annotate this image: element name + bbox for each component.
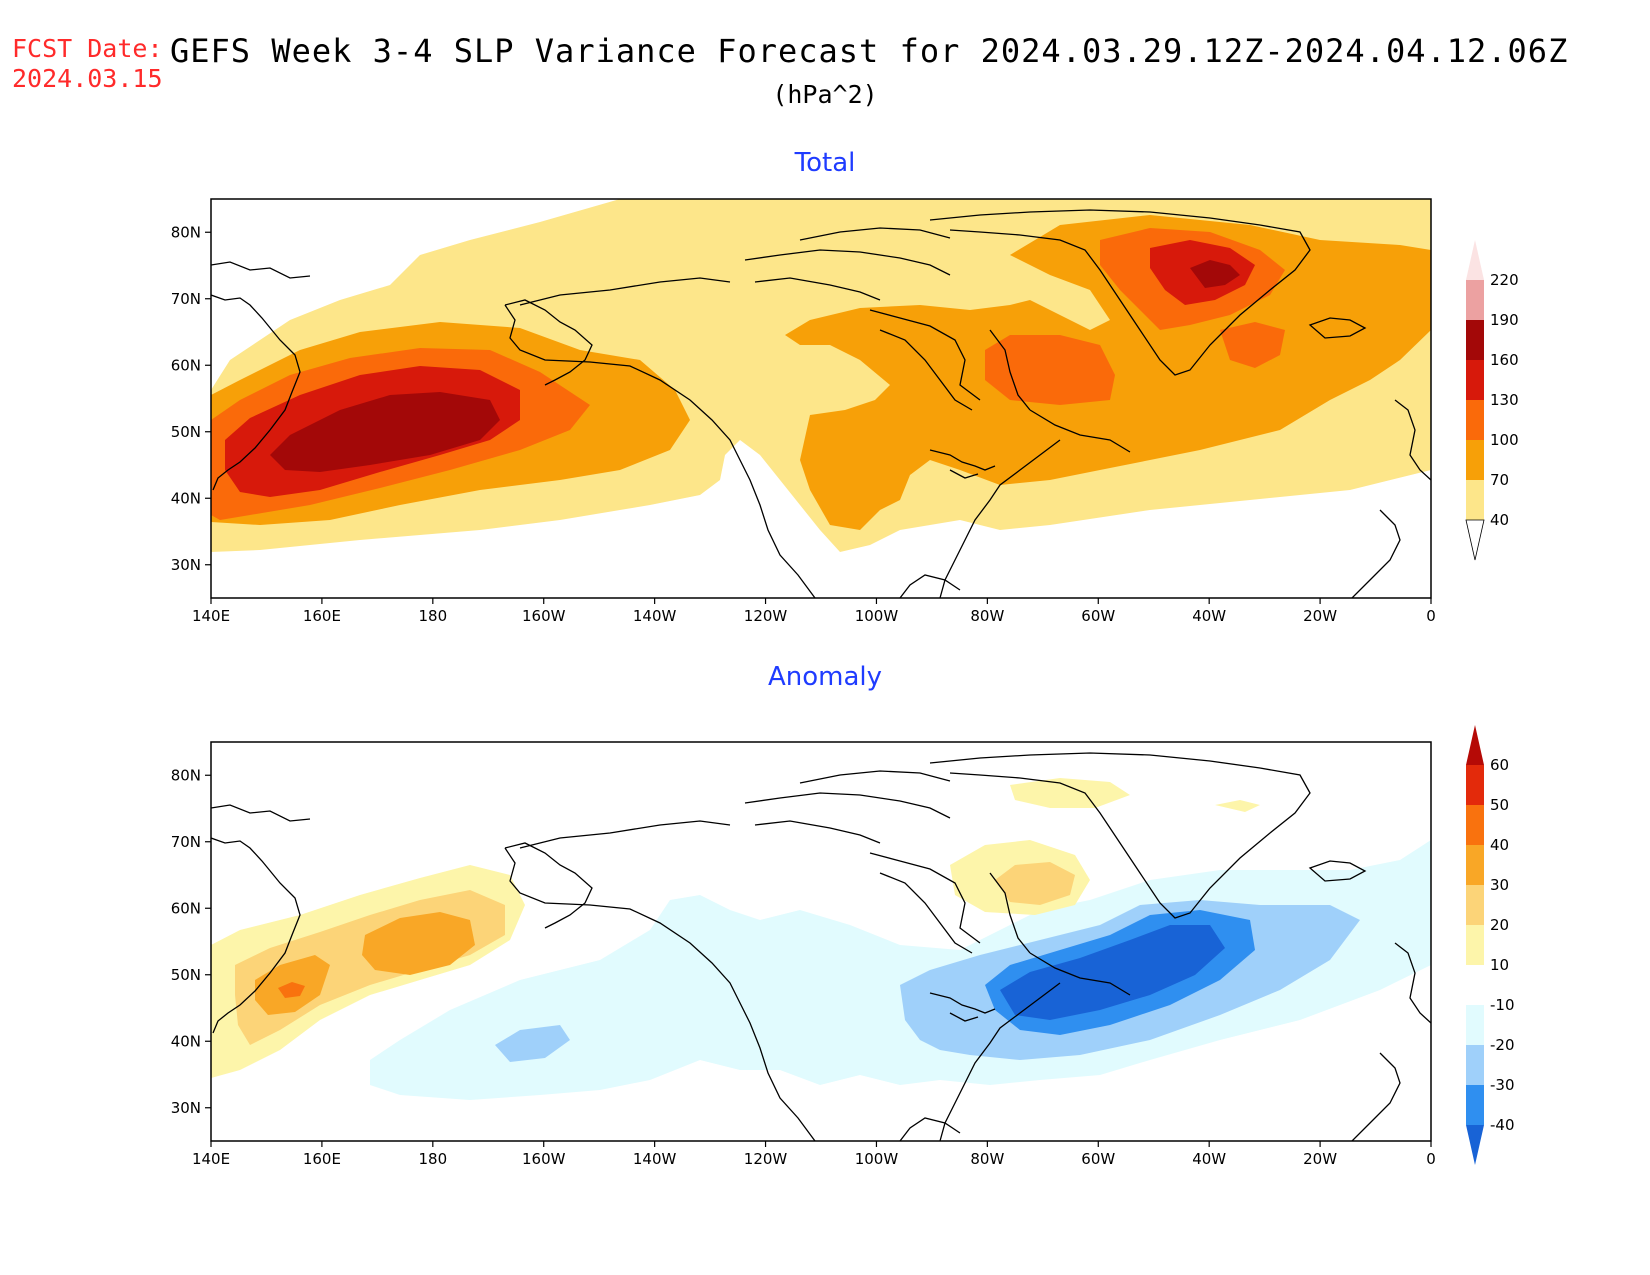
lon-label: 60W [1081,1150,1115,1168]
lat-label: 60N [171,356,201,374]
lon-label: 160W [522,607,566,625]
panel-title-total: Total [794,148,856,178]
colorbar-cap-top [1466,240,1484,280]
lat-label: 70N [171,833,201,851]
colorbar-box [1466,1085,1484,1125]
lat-label: 60N [171,899,201,917]
colorbar-label: 50 [1490,796,1509,814]
colorbar-box [1466,360,1484,400]
lon-label: 0 [1426,607,1436,625]
colorbar-label: 70 [1490,471,1509,489]
lat-label: 40N [171,489,201,507]
colorbar-box [1466,1005,1484,1045]
colorbar-box [1466,1045,1484,1085]
lon-label: 60W [1081,607,1115,625]
colorbar-box [1466,845,1484,885]
lon-label: 140W [633,1150,677,1168]
lon-label: 120W [744,1150,788,1168]
lon-label: 0 [1426,1150,1436,1168]
colorbar-label: 20 [1490,916,1509,934]
lat-label: 30N [171,556,201,574]
lon-label: 80W [970,607,1004,625]
lon-label: 40W [1192,607,1226,625]
colorbar-label: 190 [1490,311,1519,329]
forecast-date-value: 2024.03.15 [12,64,163,93]
colorbar-label: 10 [1490,956,1509,974]
lon-label: 100W [855,1150,899,1168]
colorbar-box [1466,885,1484,925]
total-map [211,199,1431,598]
colorbar-label: 130 [1490,391,1519,409]
colorbar-label: -40 [1490,1116,1515,1134]
lon-label: 180 [418,607,447,625]
colorbar-label: -30 [1490,1076,1515,1094]
lat-label: 50N [171,423,201,441]
colorbar-label: 30 [1490,876,1509,894]
anomaly-map [211,742,1431,1141]
lon-label: 180 [418,1150,447,1168]
lon-label: 20W [1303,1150,1337,1168]
forecast-date-label: FCST Date: [12,34,163,63]
colorbar-label: 220 [1490,271,1519,289]
colorbar-box [1466,965,1484,1005]
lon-label: 160W [522,1150,566,1168]
figure-title: GEFS Week 3-4 SLP Variance Forecast for … [170,32,1569,70]
colorbar-label: 40 [1490,511,1509,529]
forecast-date-block: FCST Date: 2024.03.15 [12,34,163,94]
colorbar-box [1466,320,1484,360]
panel-title-anomaly: Anomaly [767,662,883,692]
lon-label: 140E [192,1150,230,1168]
lon-label: 140E [192,607,230,625]
colorbar-label: 60 [1490,756,1509,774]
lat-label: 40N [171,1032,201,1050]
lon-label: 120W [744,607,788,625]
colorbar-box [1466,805,1484,845]
colorbar-cap-bottom [1466,1125,1484,1165]
lon-label: 40W [1192,1150,1226,1168]
colorbar-cap-bottom [1465,519,1485,561]
colorbar-box [1466,765,1484,805]
total-axes: 140E 160E 180 160W 140W 120W 100W 80W 60W 40W 20W 0… [171,223,1436,625]
lat-label: 50N [171,966,201,984]
colorbar-label: -20 [1490,1036,1515,1054]
lon-label: 80W [970,1150,1004,1168]
colorbar-box [1466,400,1484,440]
colorbar-cap-top [1466,725,1484,765]
colorbar-label: 100 [1490,431,1519,449]
lat-label: 80N [171,223,201,241]
lon-label: 140W [633,607,677,625]
anomaly-colorbar: -40 -30 -20 -10 10 20 30 40 50 60 [1466,725,1515,1165]
anomaly-axes: 140E 160E 180 160W 140W 120W 100W 80W 60W 40W 20W 0… [171,766,1436,1168]
colorbar-box [1466,280,1484,320]
lat-label: 30N [171,1099,201,1117]
lon-label: 100W [855,607,899,625]
total-colorbar: 40 70 100 130 160 190 220 [1465,240,1519,561]
lon-label: 20W [1303,607,1337,625]
lat-label: 70N [171,290,201,308]
colorbar-box [1466,440,1484,480]
units-label: (hPa^2) [772,80,878,109]
colorbar-box [1466,480,1484,520]
colorbar-label: 40 [1490,836,1509,854]
colorbar-label: -10 [1490,996,1515,1014]
lon-label: 160E [303,1150,341,1168]
colorbar-label: 160 [1490,351,1519,369]
lat-label: 80N [171,766,201,784]
lon-label: 160E [303,607,341,625]
colorbar-box [1466,925,1484,965]
